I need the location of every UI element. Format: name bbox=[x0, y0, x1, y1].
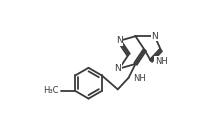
Text: N: N bbox=[114, 64, 121, 73]
Text: N: N bbox=[116, 36, 123, 45]
Text: N: N bbox=[151, 32, 158, 41]
Text: NH: NH bbox=[133, 74, 146, 83]
Text: H₃C: H₃C bbox=[44, 86, 59, 95]
Text: NH: NH bbox=[155, 57, 168, 66]
